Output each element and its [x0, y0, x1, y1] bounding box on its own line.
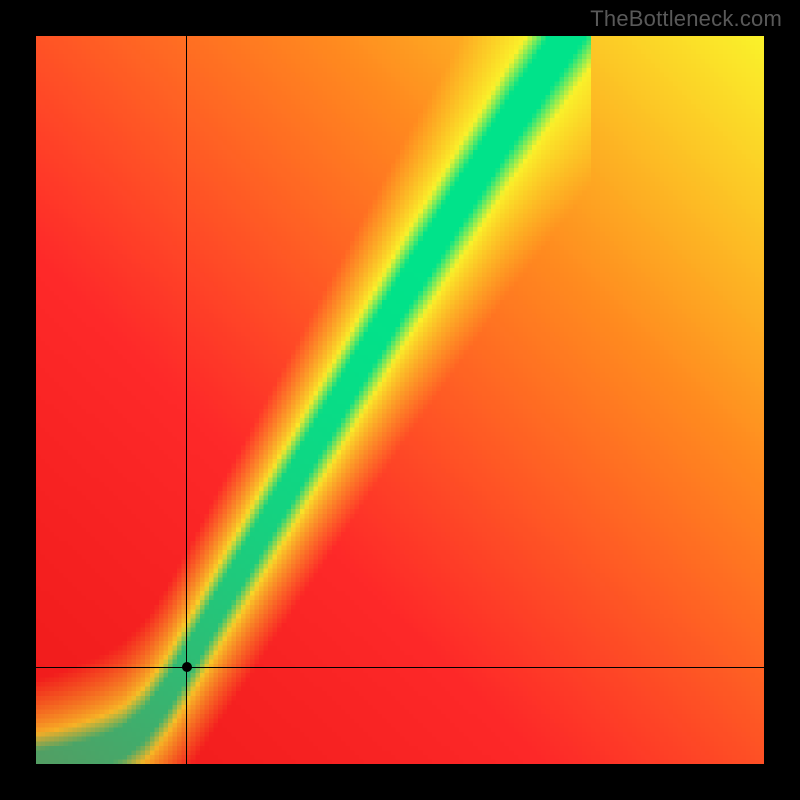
crosshair-vertical-line	[186, 36, 187, 764]
crosshair-marker-dot	[182, 662, 192, 672]
watermark-text: TheBottleneck.com	[590, 6, 782, 32]
crosshair-horizontal-line	[36, 667, 764, 668]
bottleneck-heatmap-area	[36, 36, 764, 764]
heatmap-canvas	[36, 36, 764, 764]
